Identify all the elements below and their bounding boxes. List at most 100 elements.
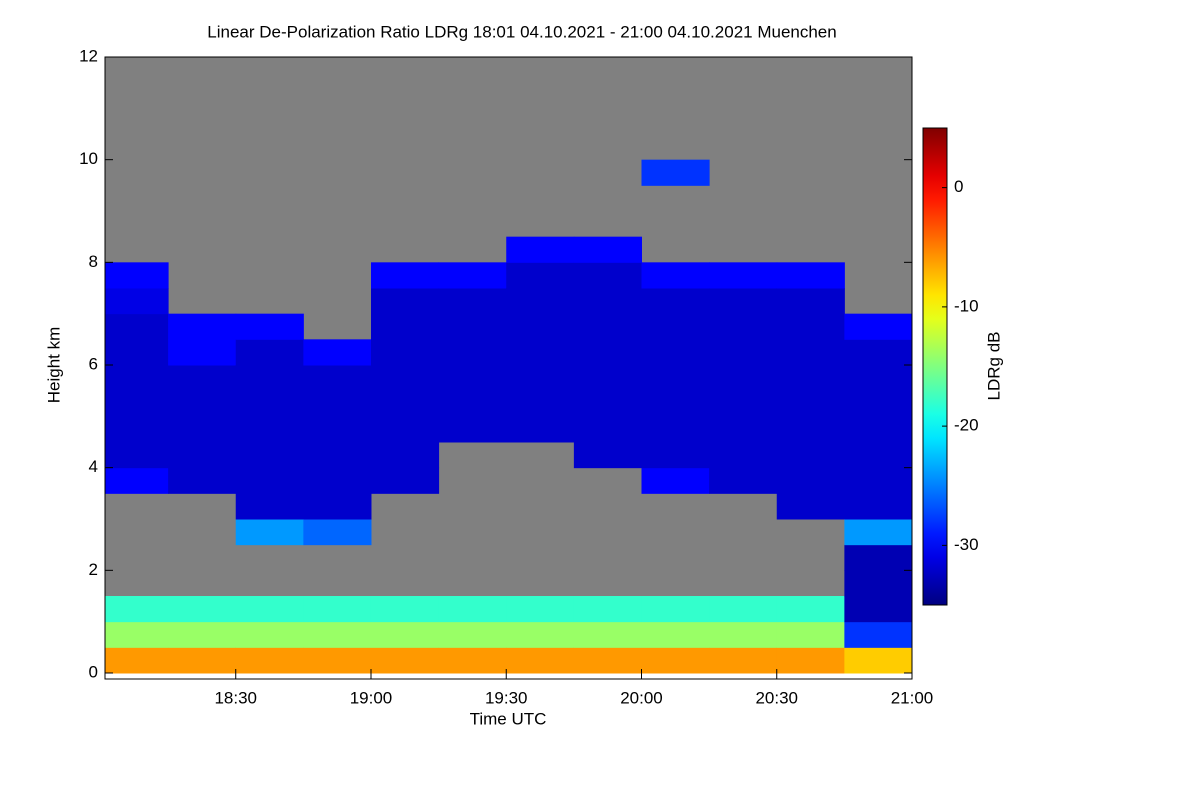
- y-tick-label: 8: [89, 252, 98, 271]
- heatmap-cell: [438, 262, 507, 289]
- heatmap-cell: [168, 621, 237, 648]
- heatmap-cell: [235, 313, 304, 340]
- y-tick-label: 4: [89, 457, 98, 476]
- heatmap-cell: [438, 339, 507, 366]
- colorbar-tick-label: -30: [954, 535, 979, 554]
- heatmap-cell: [776, 262, 845, 289]
- x-tick-label: 21:00: [891, 688, 934, 707]
- heatmap-cell: [776, 442, 845, 469]
- y-axis-label: Height km: [44, 327, 63, 404]
- heatmap-cell: [438, 647, 507, 674]
- heatmap-cell: [776, 390, 845, 417]
- heatmap-cell: [235, 416, 304, 443]
- heatmap-cell: [370, 621, 440, 648]
- heatmap-cell: [641, 467, 710, 494]
- heatmap-cell: [105, 416, 169, 443]
- heatmap-cell: [370, 442, 440, 469]
- heatmap-cell: [303, 390, 372, 417]
- heatmap-cell: [438, 390, 507, 417]
- heatmap-cell: [776, 647, 845, 674]
- heatmap-cell: [235, 365, 304, 392]
- heatmap-cell: [303, 365, 372, 392]
- y-tick-label: 12: [79, 46, 98, 65]
- x-tick-label: 18:30: [214, 688, 257, 707]
- heatmap-cell: [105, 442, 169, 469]
- heatmap-cell: [303, 493, 372, 520]
- heatmap-cell: [641, 647, 710, 674]
- heatmap-cell: [844, 365, 913, 392]
- heatmap-cell: [573, 262, 642, 289]
- heatmap-cell: [709, 262, 778, 289]
- heatmap-cell: [303, 442, 372, 469]
- heatmap-cell: [235, 519, 304, 546]
- heatmap-cell: [168, 365, 237, 392]
- heatmap-cell: [709, 390, 778, 417]
- heatmap-cell: [506, 339, 575, 366]
- heatmap-cell: [641, 262, 710, 289]
- heatmap-cell: [303, 339, 372, 366]
- heatmap-cell: [303, 467, 372, 494]
- heatmap-cell: [235, 339, 304, 366]
- heatmap-cell: [844, 313, 913, 340]
- heatmap-cell: [709, 288, 778, 315]
- heatmap-cell: [168, 442, 237, 469]
- heatmap-cell: [105, 621, 169, 648]
- heatmap-cell: [641, 159, 710, 186]
- heatmap-cell: [105, 313, 169, 340]
- x-tick-label: 20:00: [620, 688, 663, 707]
- heatmap-cell: [776, 493, 845, 520]
- heatmap-cell: [105, 262, 169, 289]
- heatmap-cell: [844, 519, 913, 546]
- x-tick-label: 19:30: [485, 688, 528, 707]
- heatmap-cell: [844, 596, 913, 623]
- heatmap-cell: [506, 365, 575, 392]
- heatmap-cell: [370, 365, 440, 392]
- colorbar-tick-label: -20: [954, 416, 979, 435]
- heatmap-cell: [303, 519, 372, 546]
- heatmap-cell: [709, 596, 778, 623]
- heatmap-cell: [844, 339, 913, 366]
- heatmap-cell: [303, 621, 372, 648]
- heatmap-cell: [506, 416, 575, 443]
- heatmap-cell: [709, 313, 778, 340]
- heatmap-cell: [370, 647, 440, 674]
- heatmap-cell: [573, 390, 642, 417]
- heatmap-cell: [370, 390, 440, 417]
- heatmap-cell: [641, 365, 710, 392]
- heatmap-cell: [844, 544, 913, 571]
- heatmap-cell: [844, 647, 913, 674]
- heatmap-cell: [168, 416, 237, 443]
- heatmap-cell: [709, 467, 778, 494]
- heatmap-cell: [844, 442, 913, 469]
- heatmap-cell: [709, 621, 778, 648]
- colorbar-label: LDRg dB: [984, 332, 1003, 401]
- heatmap-cell: [438, 596, 507, 623]
- heatmap-cell: [776, 313, 845, 340]
- heatmap-cell: [438, 288, 507, 315]
- heatmap-cell: [573, 621, 642, 648]
- heatmap-cell: [168, 339, 237, 366]
- plot-frame: [104, 56, 913, 680]
- heatmap-cell: [438, 621, 507, 648]
- heatmap-cell: [776, 467, 845, 494]
- heatmap-cell: [438, 416, 507, 443]
- heatmap-cell: [168, 596, 237, 623]
- heatmap-cell: [303, 647, 372, 674]
- heatmap-cell: [370, 313, 440, 340]
- heatmap-cell: [438, 365, 507, 392]
- heatmap-cell: [105, 390, 169, 417]
- heatmap-cell: [506, 262, 575, 289]
- heatmap-cell: [844, 493, 913, 520]
- colorbar-tick-label: 0: [954, 177, 963, 196]
- heatmap-cell: [105, 339, 169, 366]
- heatmap-cell: [370, 596, 440, 623]
- heatmap-cell: [235, 390, 304, 417]
- heatmap-cell: [506, 647, 575, 674]
- heatmap-cell: [573, 416, 642, 443]
- heatmap-cell: [709, 365, 778, 392]
- heatmap-cell: [776, 596, 845, 623]
- heatmap-cell: [506, 313, 575, 340]
- heatmap-cell: [844, 570, 913, 597]
- heatmap-cell: [235, 467, 304, 494]
